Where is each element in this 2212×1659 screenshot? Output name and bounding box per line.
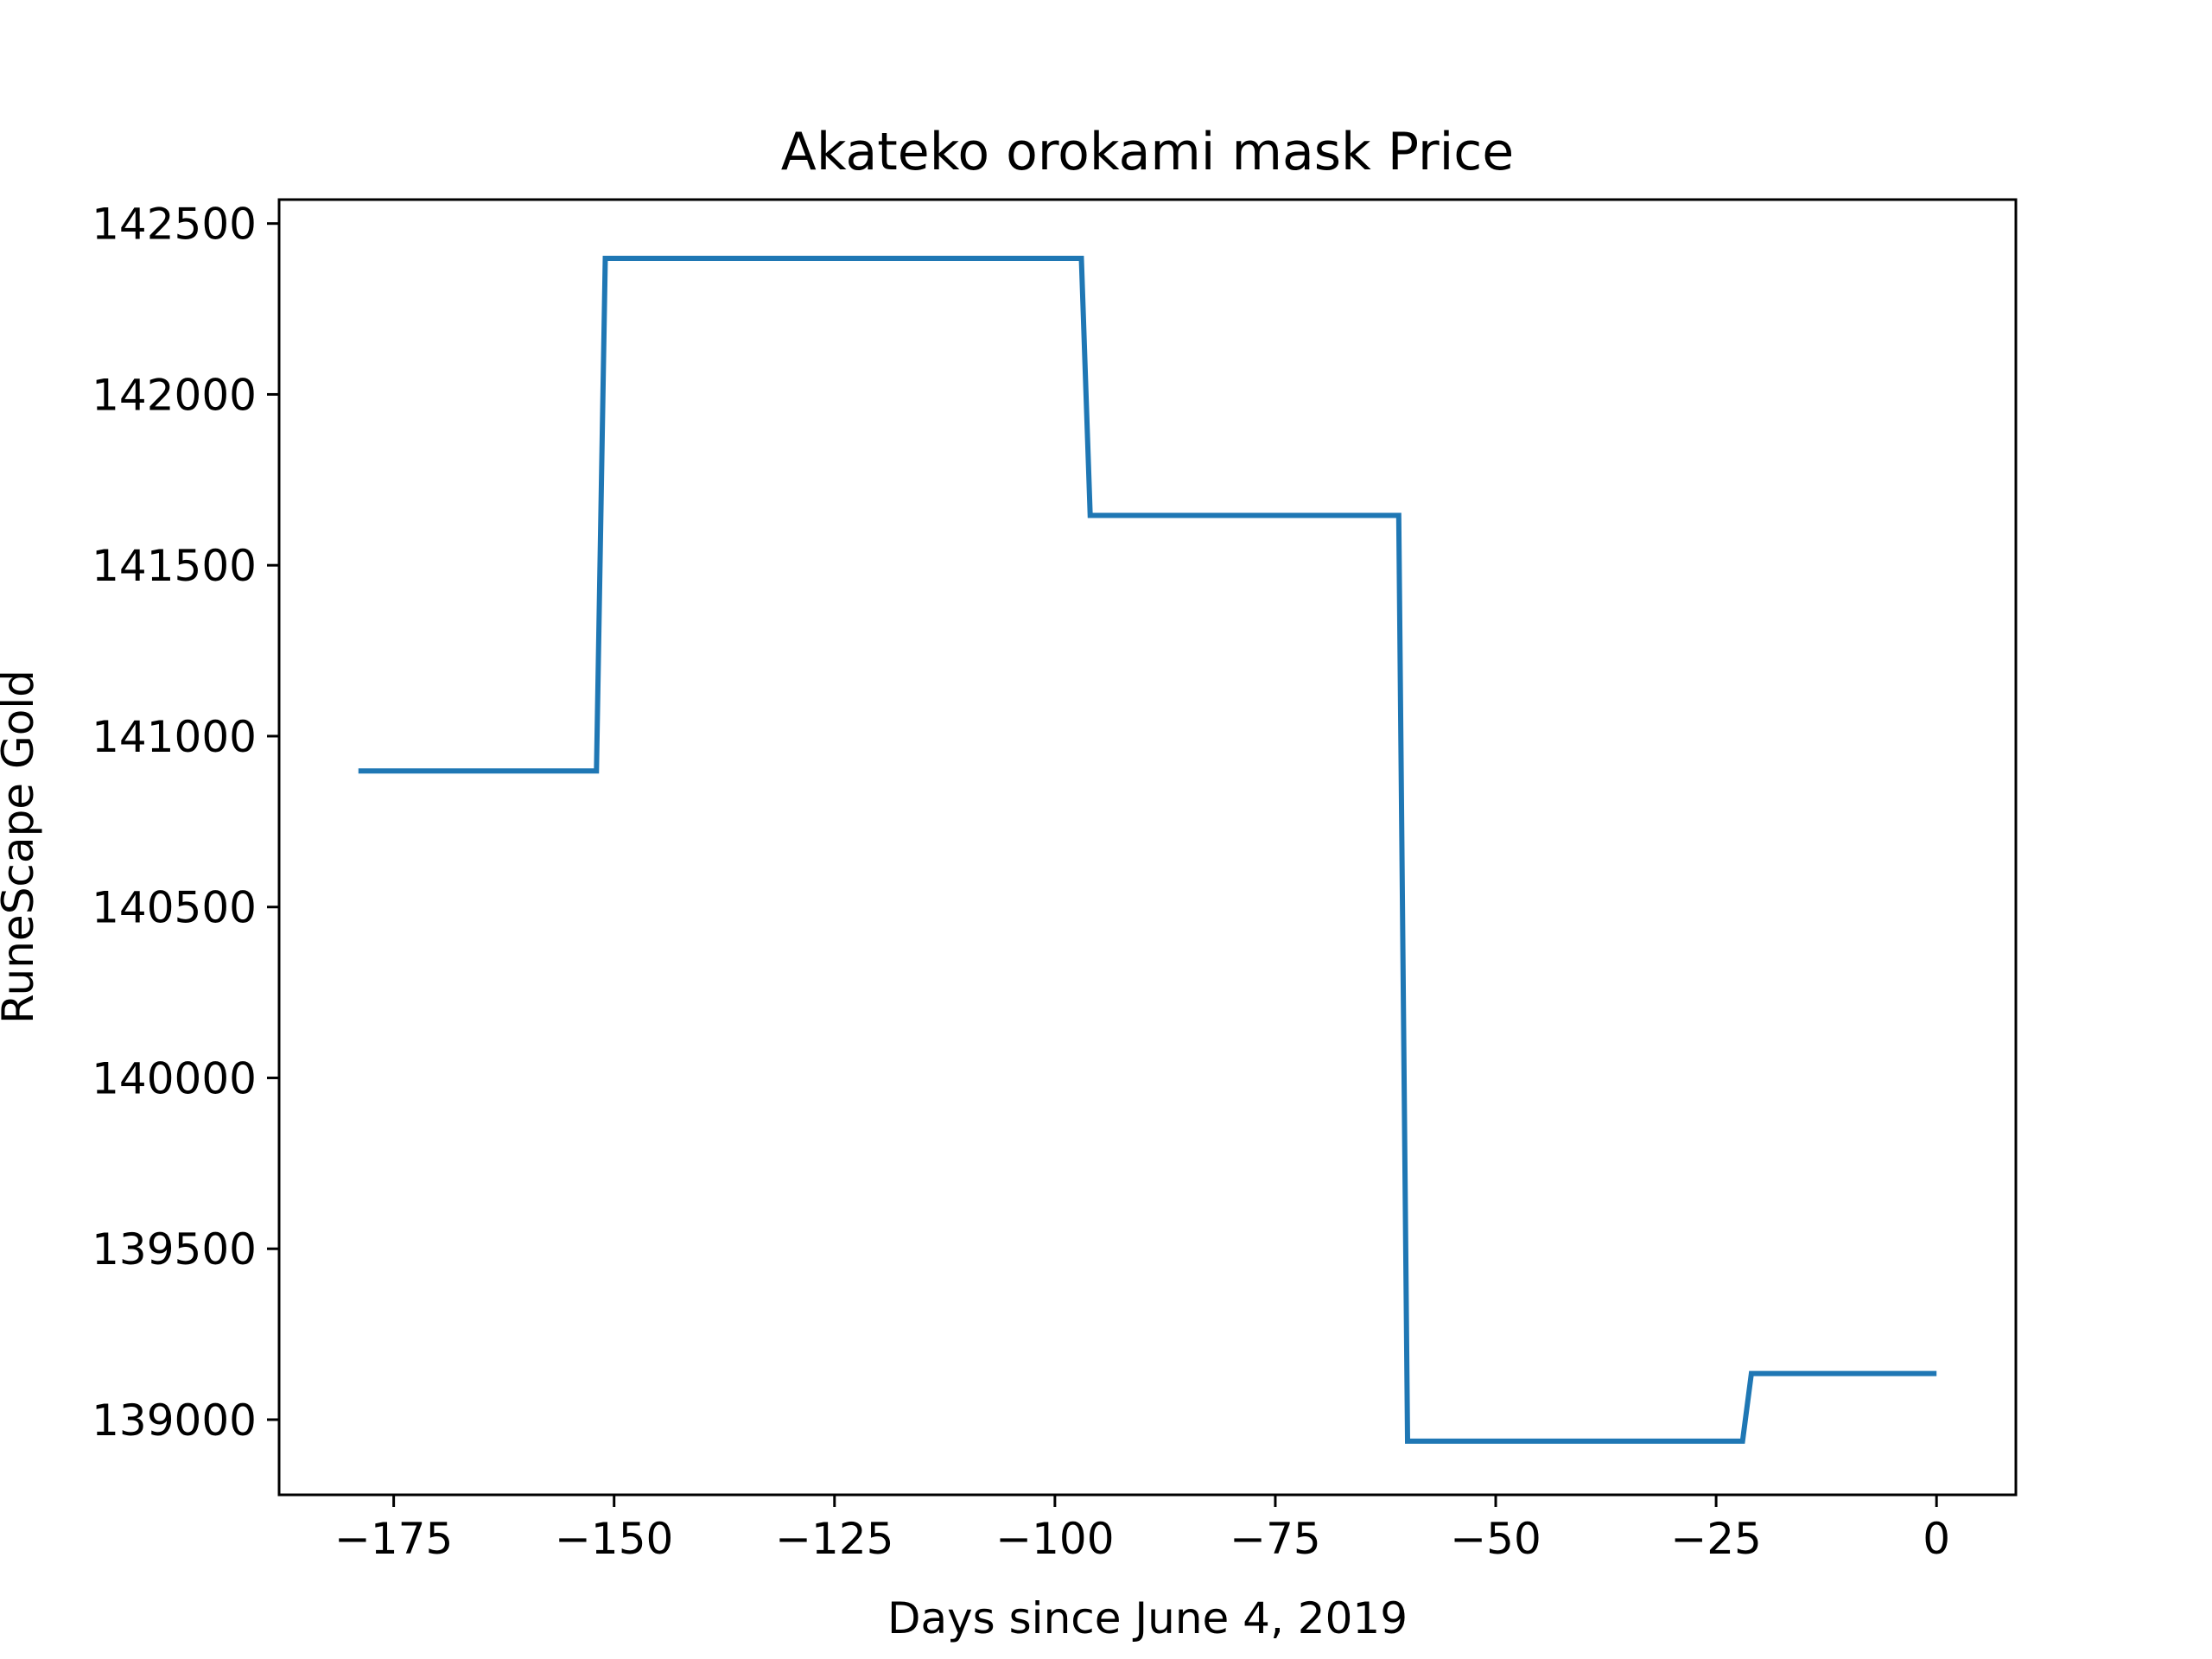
y-tick-label: 140000 xyxy=(92,1053,257,1103)
chart-title: Akateko orokami mask Price xyxy=(781,122,1514,182)
x-tick-label: −125 xyxy=(775,1514,893,1564)
y-tick-label: 141500 xyxy=(92,541,257,591)
axes-frame xyxy=(277,198,2018,1497)
y-tick-label: 142000 xyxy=(92,370,257,420)
x-tick-label: −150 xyxy=(555,1514,673,1564)
y-axis-label: RuneScape Gold xyxy=(0,670,43,1024)
x-tick-label: −75 xyxy=(1230,1514,1321,1564)
x-tick-label: −100 xyxy=(995,1514,1114,1564)
y-tick-label: 142500 xyxy=(92,200,257,250)
x-axis-label: Days since June 4, 2019 xyxy=(887,1593,1408,1643)
y-tick-label: 139500 xyxy=(92,1224,257,1274)
plot-area xyxy=(358,256,1937,1444)
x-tick-label: 0 xyxy=(1923,1514,1950,1564)
x-tick-label: −175 xyxy=(334,1514,453,1564)
y-tick-label: 139000 xyxy=(92,1395,257,1446)
price-series-line xyxy=(358,256,1937,1444)
y-tick-label: 141000 xyxy=(92,712,257,762)
x-tick-label: −50 xyxy=(1450,1514,1541,1564)
x-axis-ticks: −175 −150 −125 −100 −75 −50 −25 0 xyxy=(334,1495,1950,1564)
y-tick-label: 140500 xyxy=(92,883,257,933)
x-tick-label: −25 xyxy=(1670,1514,1762,1564)
y-axis-ticks: 139000 139500 140000 140500 141000 141500 1420… xyxy=(92,200,279,1446)
